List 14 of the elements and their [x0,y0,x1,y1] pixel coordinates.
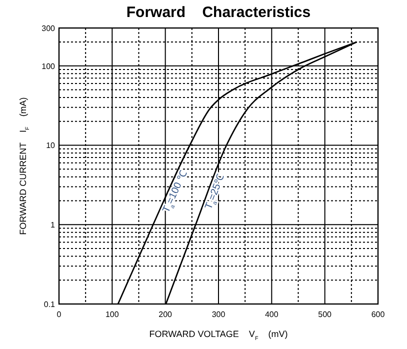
x-tick-label: 200 [158,310,173,319]
x-tick-label: 500 [318,310,332,319]
y-tick-label: 1 [50,220,56,230]
y-tick-label: 100 [42,62,56,71]
chart-title: Forward Characteristics [126,4,311,21]
y-tick-label: 0.1 [44,300,56,309]
x-tick-label: 600 [371,310,386,319]
y-tick-label: 300 [42,24,56,33]
x-tick-label: 0 [56,310,62,319]
y-tick-label: 10 [46,141,56,150]
text: FORWARD VOLTAGE V$_{F}$ (mV) [149,329,288,342]
x-tick-label: 100 [105,310,120,319]
x-tick-label: 300 [212,310,226,319]
x-tick-label: 400 [264,310,279,319]
